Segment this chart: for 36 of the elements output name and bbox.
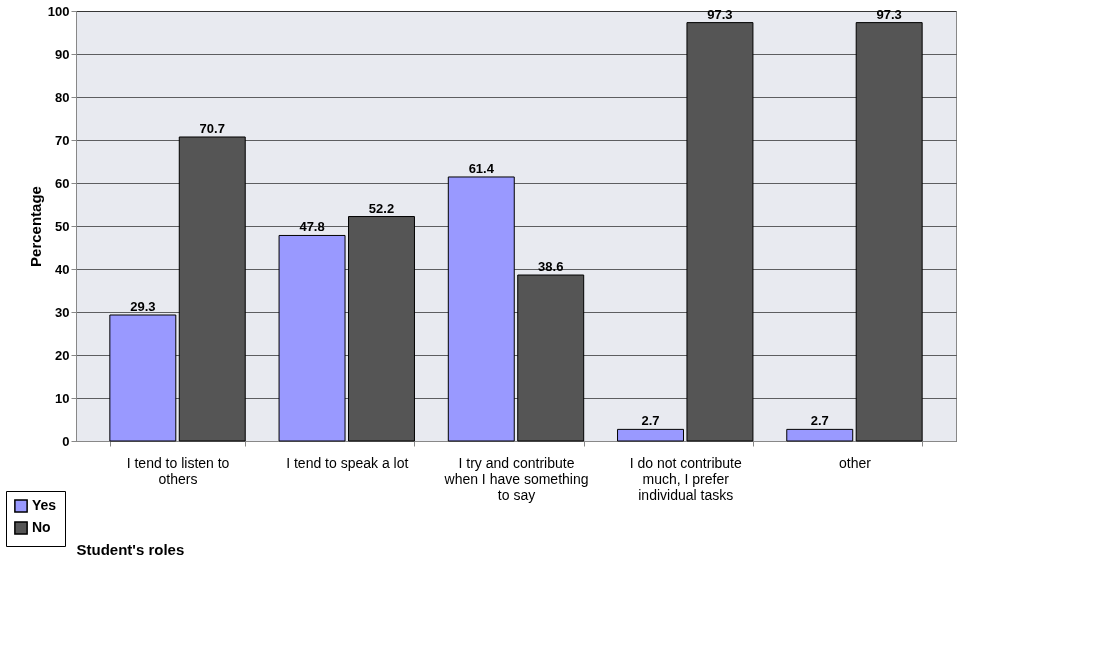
bar bbox=[278, 234, 346, 442]
data-label: 52.2 bbox=[368, 200, 395, 216]
y-tick-label: 100 bbox=[47, 3, 70, 19]
legend-label: Yes bbox=[32, 497, 57, 513]
data-label: 2.7 bbox=[810, 413, 829, 429]
x-tick-label: I tend to listen to others bbox=[126, 454, 230, 487]
legend-label: No bbox=[32, 519, 51, 535]
x-tick-label: I tend to speak a lot bbox=[286, 454, 409, 471]
x-axis-title: Student's roles bbox=[76, 540, 185, 558]
bar bbox=[617, 428, 684, 442]
y-axis-title: Percentage bbox=[26, 186, 44, 267]
bar bbox=[786, 428, 854, 442]
bar bbox=[178, 136, 246, 442]
y-tick-label: 80 bbox=[55, 89, 70, 105]
x-tick-label: I try and contribute when I have something to say bbox=[443, 454, 589, 503]
y-tick-label: 50 bbox=[55, 218, 70, 234]
bar bbox=[109, 314, 177, 442]
y-tick-label: 0 bbox=[62, 433, 70, 449]
y-tick-label: 90 bbox=[55, 46, 70, 62]
bar bbox=[447, 176, 515, 442]
x-tick-label: other bbox=[839, 454, 872, 471]
y-tick-label: 40 bbox=[55, 261, 70, 277]
data-label: 70.7 bbox=[199, 120, 225, 136]
data-label: 61.4 bbox=[468, 160, 495, 176]
data-label: 2.7 bbox=[641, 413, 660, 429]
bar bbox=[348, 216, 415, 442]
x-tick-label: I do not contribute much, I prefer individual tasks bbox=[629, 454, 742, 503]
bar bbox=[686, 22, 754, 442]
bar bbox=[855, 22, 923, 442]
y-tick-label: 30 bbox=[55, 304, 70, 320]
y-tick-label: 20 bbox=[55, 347, 70, 363]
y-tick-label: 10 bbox=[55, 390, 70, 406]
y-tick-label: 60 bbox=[55, 175, 70, 191]
data-label: 29.3 bbox=[130, 299, 156, 315]
bar bbox=[517, 274, 585, 442]
y-tick-label: 70 bbox=[55, 132, 70, 148]
